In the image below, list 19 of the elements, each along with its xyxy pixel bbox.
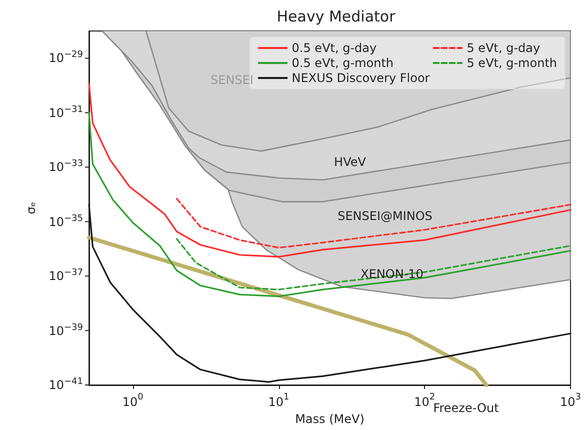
legend-label: 0.5 eVt, g-month xyxy=(292,56,394,70)
legend-label: NEXUS Discovery Floor xyxy=(292,71,430,85)
annotation: SENSEI xyxy=(210,73,254,87)
y-tick-label: 10$^{−33}$ xyxy=(48,159,83,174)
y-tick-label: 10$^{−31}$ xyxy=(48,104,83,120)
text: Freeze-Out xyxy=(433,401,500,415)
annotation: SENSEI@MINOS xyxy=(338,209,432,223)
y-tick-label: 10$^{−35}$ xyxy=(48,214,83,229)
y-tick-label: 10$^{−37}$ xyxy=(48,268,83,284)
chart-title: Heavy Mediator xyxy=(276,8,396,26)
y-tick-label: 10$^{−39}$ xyxy=(48,322,83,338)
legend-label: 0.5 eVt, g-day xyxy=(292,41,377,55)
legend-label: 5 eVt, g-day xyxy=(466,41,540,55)
y-tick-label: 10$^{−29}$ xyxy=(48,50,83,66)
x-axis-title: Mass (MeV) xyxy=(295,412,364,426)
annotation: HVeV xyxy=(334,155,367,169)
y-axis-title: σₑ xyxy=(24,202,38,214)
legend-label: 5 eVt, g-month xyxy=(466,56,558,70)
y-tick-label: 10$^{−41}$ xyxy=(48,377,83,392)
